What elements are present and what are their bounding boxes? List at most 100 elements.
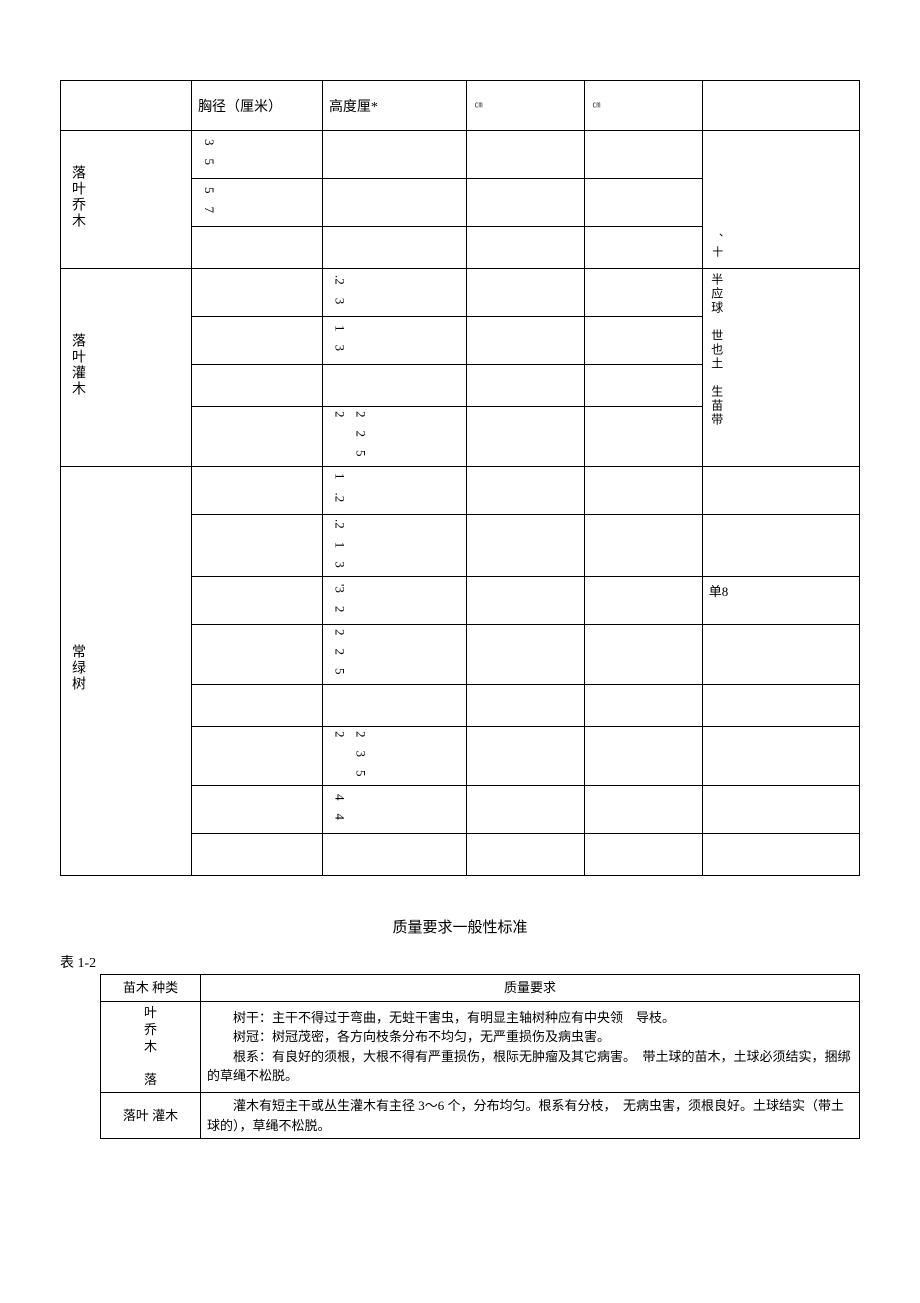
- cell: [467, 726, 585, 786]
- cell: [322, 179, 466, 227]
- category-label: 常绿树: [67, 644, 87, 692]
- cell: [702, 684, 859, 726]
- cell: [191, 786, 322, 834]
- cell: [191, 365, 322, 407]
- species-deciduous-tree: 叶 乔 木 落: [101, 1001, 201, 1092]
- req-shrub: 灌木有短主干或丛生灌木有主径 3～6 个，分布均匀。根系有分枝， 无病虫害，须根…: [207, 1096, 853, 1135]
- line: 叶: [144, 1005, 157, 1020]
- side-text: 半应球 世也土 生苗带: [709, 273, 726, 427]
- header-species: 苗木 种类: [101, 975, 201, 1002]
- cell-value: '3 2: [329, 584, 350, 612]
- table2-header-row: 苗木 种类 质量要求: [101, 975, 860, 1002]
- cell: .2 1 3: [322, 514, 466, 577]
- cell: [191, 684, 322, 726]
- cell: [584, 834, 702, 876]
- cell: [467, 834, 585, 876]
- table-row: 落叶 灌木 灌木有短主干或丛生灌木有主径 3～6 个，分布均匀。根系有分枝， 无…: [101, 1093, 860, 1139]
- cell: [702, 466, 859, 514]
- cell: [467, 365, 585, 407]
- cell: [191, 834, 322, 876]
- cell: [322, 684, 466, 726]
- side-note-2: 半应球 世也土 生苗带: [702, 269, 859, 467]
- tiny-unit-2: ㎝: [591, 101, 602, 109]
- cell: [584, 227, 702, 269]
- category-deciduous-shrub: 落叶灌木: [61, 269, 192, 467]
- header-height: 高度厘*: [322, 81, 466, 131]
- table2-label: 表 1-2: [60, 952, 860, 972]
- cell: [191, 625, 322, 685]
- cell: [702, 726, 859, 786]
- cell: [467, 786, 585, 834]
- cell: [584, 577, 702, 625]
- cell: [467, 131, 585, 179]
- section-title: 质量要求一般性标准: [60, 916, 860, 937]
- cell: [467, 684, 585, 726]
- cell: [584, 365, 702, 407]
- cell: [584, 514, 702, 577]
- cell: [322, 834, 466, 876]
- cell-value: 2 3 5 2: [329, 731, 371, 777]
- species-deciduous-shrub: 落叶 灌木: [101, 1093, 201, 1139]
- side-note-1: 、十: [702, 131, 859, 269]
- cell: 1 .2: [322, 466, 466, 514]
- header-col5: ㎝: [584, 81, 702, 131]
- cell: 2 2 5: [322, 625, 466, 685]
- cell-value: .2 3: [329, 275, 350, 304]
- cell: [191, 269, 322, 317]
- cell-value: 1 .2: [329, 473, 350, 502]
- cell: 2 3 5 2: [322, 726, 466, 786]
- req-roots: 根系：有良好的须根，大根不得有严重损伤，根际无肿瘤及其它病害。 带土球的苗木，土…: [207, 1047, 853, 1086]
- table-row: 落叶灌木 .2 3 半应球 世也土 生苗带: [61, 269, 860, 317]
- cell: [322, 131, 466, 179]
- quality-requirements-table: 苗木 种类 质量要求 叶 乔 木 落 树干：主干不得过于弯曲，无蛀干害虫，有明显…: [100, 974, 860, 1139]
- cell: [584, 317, 702, 365]
- cell: [584, 131, 702, 179]
- cell: [191, 317, 322, 365]
- requirements-deciduous-shrub: 灌木有短主干或丛生灌木有主径 3～6 个，分布均匀。根系有分枝， 无病虫害，须根…: [201, 1093, 860, 1139]
- table-row: 常绿树 1 .2: [61, 466, 860, 514]
- cell: [191, 227, 322, 269]
- cell: [467, 625, 585, 685]
- cell: [584, 407, 702, 467]
- specifications-table: 胸径（厘米） 高度厘* ㎝ ㎝ 落叶乔木 3 5 、十 5 7 落叶灌木 .2 …: [60, 80, 860, 876]
- cell: [467, 227, 585, 269]
- cell-value: 3 5: [198, 139, 219, 165]
- header-col4: ㎝: [467, 81, 585, 131]
- category-deciduous-tree: 落叶乔木: [61, 131, 192, 269]
- side-text: 单8: [709, 584, 729, 599]
- line: 落: [144, 1072, 157, 1087]
- cell-value: .2 1 3: [329, 519, 350, 568]
- cell: [191, 577, 322, 625]
- side-note-3: 单8: [702, 577, 859, 625]
- header-diameter: 胸径（厘米）: [191, 81, 322, 131]
- cell-value: 2 2 5: [329, 629, 350, 675]
- header-requirements: 质量要求: [201, 975, 860, 1002]
- cell: [702, 786, 859, 834]
- cell: [584, 625, 702, 685]
- cell: [702, 625, 859, 685]
- table1-header-row: 胸径（厘米） 高度厘* ㎝ ㎝: [61, 81, 860, 131]
- category-label: 落叶乔木: [67, 165, 87, 229]
- cell-value: 5 7: [198, 187, 219, 213]
- line: 乔: [144, 1022, 157, 1037]
- header-col6: [702, 81, 859, 131]
- cell: [191, 726, 322, 786]
- cell: [191, 514, 322, 577]
- cell: [584, 179, 702, 227]
- cell: 3 5: [191, 131, 322, 179]
- req-trunk: 树干：主干不得过于弯曲，无蛀干害虫，有明显主轴树种应有中央领 导枝。: [207, 1008, 853, 1028]
- cell: [467, 407, 585, 467]
- cell: 5 7: [191, 179, 322, 227]
- cell: [584, 466, 702, 514]
- cell: [584, 269, 702, 317]
- tiny-unit-1: ㎝: [473, 101, 484, 109]
- table-row: 落叶乔木 3 5 、十: [61, 131, 860, 179]
- cell: [702, 514, 859, 577]
- cell: [467, 577, 585, 625]
- cell-value: 1 3: [329, 325, 350, 351]
- cell: [467, 179, 585, 227]
- cell: [322, 365, 466, 407]
- cell: 2 2 5 2: [322, 407, 466, 467]
- category-evergreen: 常绿树: [61, 466, 192, 876]
- cell: [191, 466, 322, 514]
